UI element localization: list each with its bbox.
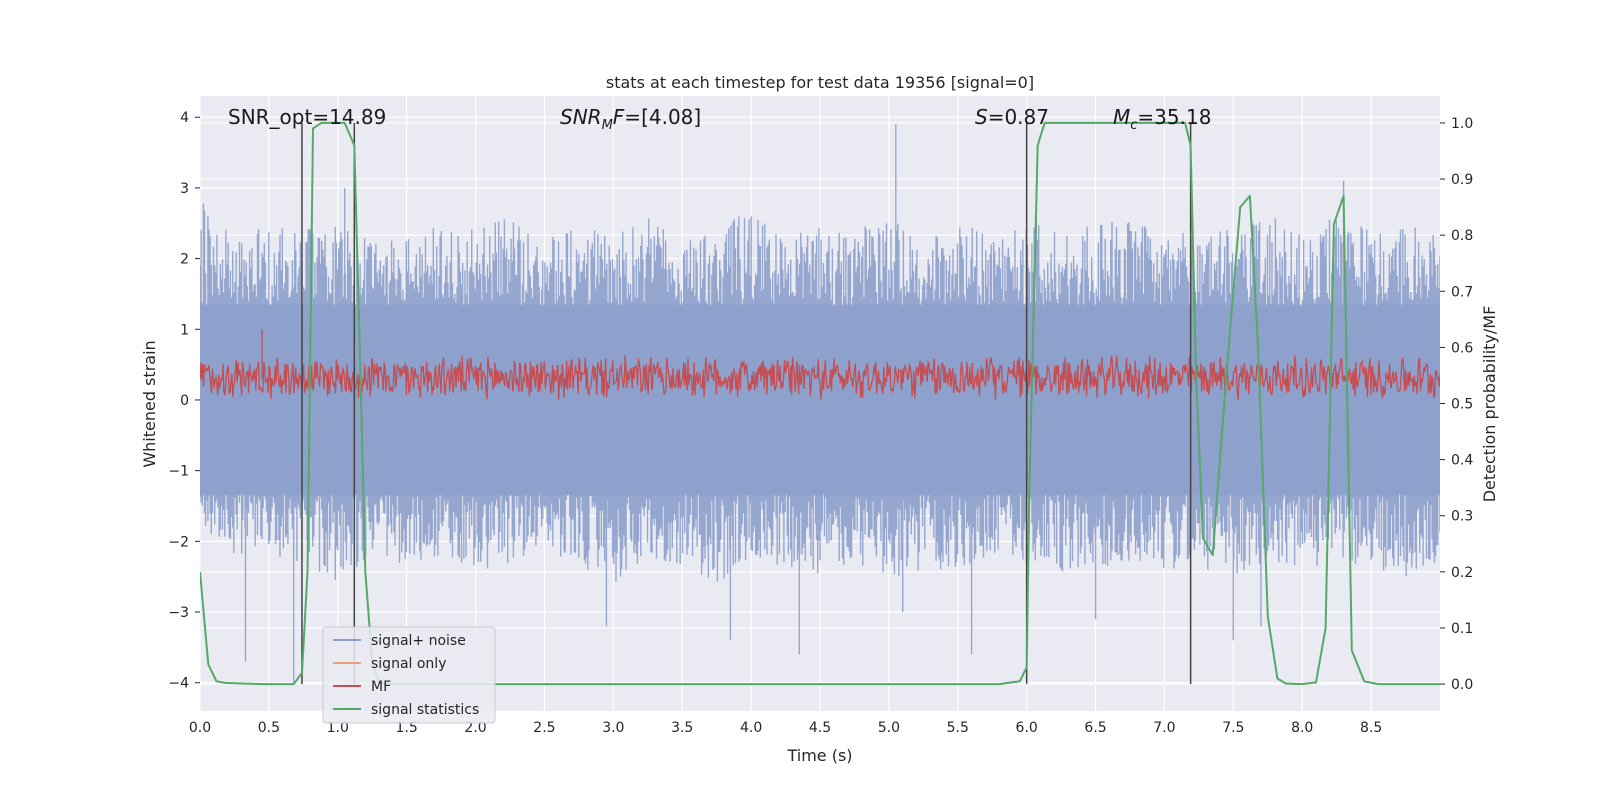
x-tick-label: 0.0 bbox=[189, 720, 211, 736]
x-tick-label: 5.5 bbox=[947, 720, 969, 736]
legend-label-signal-noise: signal+ noise bbox=[371, 633, 466, 649]
y-ticks: 4 3 2 1 0 −1 −2 −3 −4 bbox=[168, 110, 200, 692]
y2-tick-label: 0.5 bbox=[1451, 397, 1473, 413]
y2-tick-label: 0.7 bbox=[1451, 284, 1473, 300]
y2-tick-label: 0.3 bbox=[1451, 509, 1473, 525]
legend: signal+ noise signal only MF signal stat… bbox=[322, 626, 496, 724]
x-tick-label: 4.5 bbox=[809, 720, 831, 736]
y2-ticks: 1.0 0.9 0.8 0.7 0.6 0.5 0.4 0.3 0.2 0.1 0.0 bbox=[1440, 116, 1473, 693]
annotation-s: S=0.87 bbox=[975, 105, 1049, 129]
annotation-snr-opt: SNR_opt=14.89 bbox=[228, 105, 386, 129]
legend-label-mf: MF bbox=[371, 679, 391, 695]
legend-label-signal-only: signal only bbox=[371, 656, 446, 672]
y-tick-label: −3 bbox=[168, 605, 189, 621]
y2-tick-label: 0.0 bbox=[1451, 677, 1473, 693]
chart-title: stats at each timestep for test data 193… bbox=[606, 73, 1034, 92]
x-ticks: 0.0 0.5 1.0 1.5 2.0 2.5 3.0 3.5 4.0 4.5 5.0 5.5 6.0 6… bbox=[189, 720, 1382, 736]
y2-tick-label: 1.0 bbox=[1451, 116, 1473, 132]
y-tick-label: −4 bbox=[168, 676, 189, 692]
x-tick-label: 7.5 bbox=[1222, 720, 1244, 736]
x-axis-label: Time (s) bbox=[786, 746, 852, 765]
annotation-mc: Mc=35.18 bbox=[1113, 105, 1211, 133]
y-tick-label: 3 bbox=[180, 181, 189, 197]
x-tick-label: 0.5 bbox=[258, 720, 280, 736]
y-tick-label: −2 bbox=[168, 534, 189, 550]
x-tick-label: 2.0 bbox=[464, 720, 486, 736]
y-tick-label: 4 bbox=[180, 110, 189, 126]
x-tick-label: 2.5 bbox=[533, 720, 555, 736]
annotation-s-value: =0.87 bbox=[988, 105, 1049, 129]
x-tick-label: 1.0 bbox=[327, 720, 349, 736]
x-tick-label: 8.5 bbox=[1360, 720, 1382, 736]
y-tick-label: 0 bbox=[180, 393, 189, 409]
y2-axis-label: Detection probability/MF bbox=[1480, 306, 1499, 503]
x-tick-label: 3.5 bbox=[671, 720, 693, 736]
x-tick-label: 8.0 bbox=[1291, 720, 1313, 736]
x-tick-label: 4.0 bbox=[740, 720, 762, 736]
y2-tick-label: 0.6 bbox=[1451, 340, 1473, 356]
y2-tick-label: 0.1 bbox=[1451, 621, 1473, 637]
x-tick-label: 6.0 bbox=[1016, 720, 1038, 736]
x-tick-label: 3.0 bbox=[602, 720, 624, 736]
legend-label-signal-statistics: signal statistics bbox=[371, 702, 479, 718]
y2-tick-label: 0.8 bbox=[1451, 228, 1473, 244]
x-tick-label: 7.0 bbox=[1153, 720, 1175, 736]
y-tick-label: 2 bbox=[180, 252, 189, 268]
y-tick-label: 1 bbox=[180, 322, 189, 338]
plot-marks bbox=[200, 121, 1440, 686]
y2-tick-label: 0.2 bbox=[1451, 565, 1473, 581]
series-mf bbox=[200, 355, 1440, 401]
x-tick-label: 6.5 bbox=[1084, 720, 1106, 736]
y2-tick-label: 0.4 bbox=[1451, 453, 1473, 469]
y-tick-label: −1 bbox=[168, 464, 189, 480]
series-signal-statistics bbox=[200, 121, 1440, 686]
annotation-mc-value: =35.18 bbox=[1137, 105, 1211, 129]
x-tick-label: 5.0 bbox=[878, 720, 900, 736]
y-axis-label: Whitened strain bbox=[140, 340, 159, 467]
annotation-snr-mf-value: [4.08] bbox=[641, 105, 701, 129]
x-tick-label: 1.5 bbox=[396, 720, 418, 736]
legend-box bbox=[322, 626, 496, 724]
annotation-snr-mf: SNRMF=[4.08] bbox=[560, 105, 701, 133]
y2-tick-label: 0.9 bbox=[1451, 172, 1473, 188]
